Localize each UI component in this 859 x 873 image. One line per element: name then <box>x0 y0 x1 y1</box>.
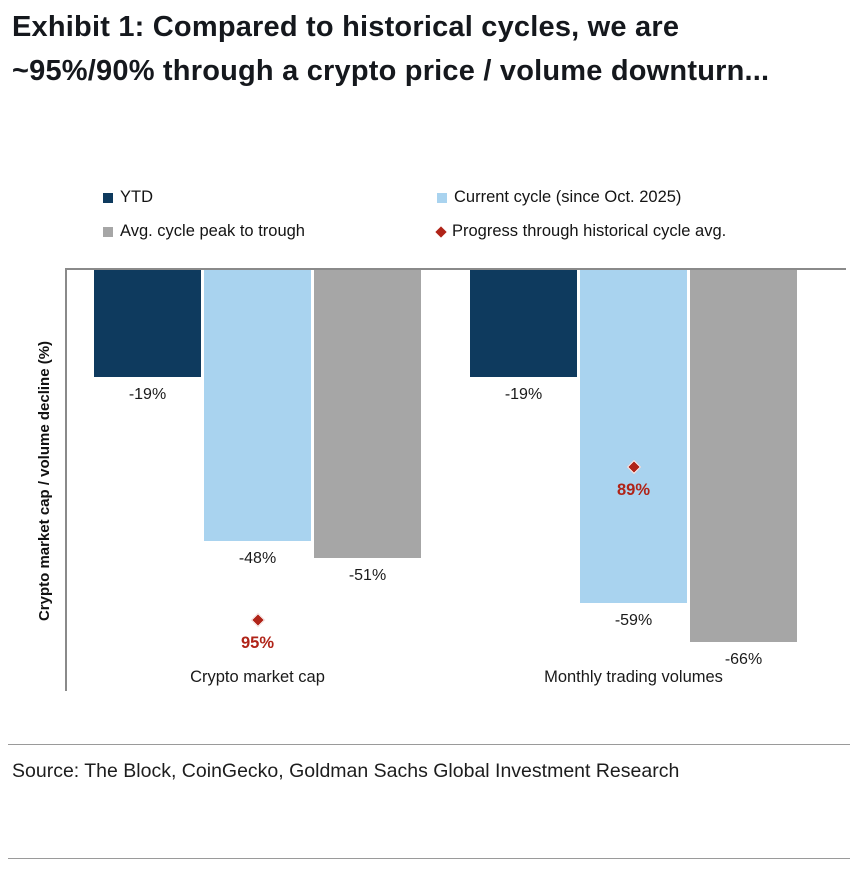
bar-value-label: -19% <box>128 386 167 403</box>
bar-value-label: -19% <box>504 386 543 403</box>
plot-area: -19% -48% -51% 95% Crypto market cap -19% -59%… <box>65 268 846 691</box>
source-text: Source: The Block, CoinGecko, Goldman Sa… <box>12 760 680 782</box>
legend: YTD Current cycle (since Oct. 2025) Avg. c… <box>103 188 823 241</box>
progress-diamond-icon-crypto-market-cap <box>250 612 265 628</box>
legend-label: YTD <box>120 188 153 206</box>
divider-top <box>8 744 850 745</box>
square-swatch-icon <box>103 192 113 203</box>
legend-item-ytd: YTD <box>103 188 437 207</box>
bar-value-label: -59% <box>614 612 653 629</box>
bar-avg-cycle-peak-to-trough-monthly-trading-volumes <box>690 270 797 642</box>
square-swatch-icon <box>437 192 447 203</box>
y-axis-label: Crypto market cap / volume decline (%) <box>36 340 53 622</box>
legend-label: Current cycle (since Oct. 2025) <box>454 188 682 206</box>
bar-value-label: -66% <box>724 651 763 668</box>
exhibit-title: Exhibit 1: Compared to historical cycles… <box>12 11 770 87</box>
bar-value-label: -48% <box>238 550 277 567</box>
bar-value-label: -51% <box>348 567 387 584</box>
legend-item-progress-through-historical-cycle-avg: Progress through historical cycle avg. <box>435 222 823 241</box>
legend-item-current-cycle-since-oct-2025: Current cycle (since Oct. 2025) <box>437 188 823 207</box>
bar-avg-cycle-peak-to-trough-crypto-market-cap <box>314 270 421 558</box>
legend-item-avg-cycle-peak-to-trough: Avg. cycle peak to trough <box>103 222 437 241</box>
category-label-crypto-market-cap: Crypto market cap <box>190 668 325 686</box>
diamond-swatch-icon <box>435 225 447 238</box>
legend-label: Progress through historical cycle avg. <box>452 222 727 240</box>
square-swatch-icon <box>103 226 113 237</box>
divider-bottom <box>8 858 850 859</box>
bar-ytd-crypto-market-cap <box>94 270 201 377</box>
bar-current-cycle-since-oct-2025-crypto-market-cap <box>204 270 311 541</box>
progress-value-label: 95% <box>240 634 275 652</box>
bar-current-cycle-since-oct-2025-monthly-trading-volumes <box>580 270 687 603</box>
bar-ytd-monthly-trading-volumes <box>470 270 577 377</box>
progress-value-label: 89% <box>616 481 651 499</box>
legend-label: Avg. cycle peak to trough <box>120 222 305 240</box>
category-label-monthly-trading-volumes: Monthly trading volumes <box>544 668 723 686</box>
